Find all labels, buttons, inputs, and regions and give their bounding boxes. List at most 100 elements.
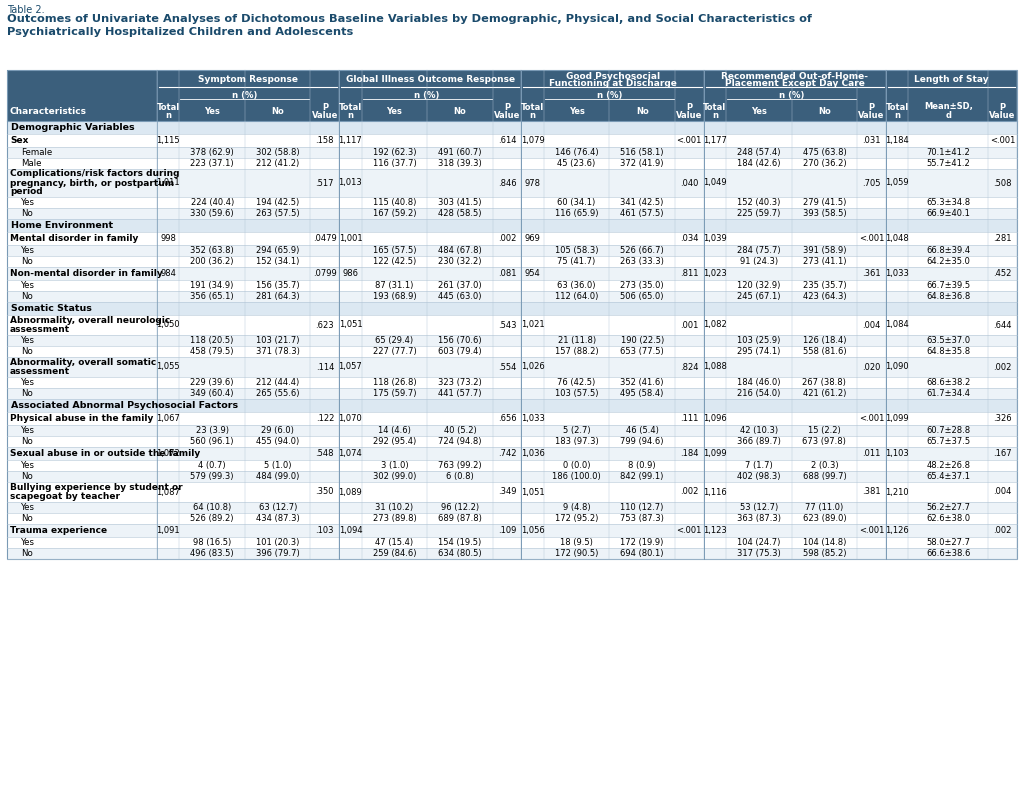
Text: 146 (76.4): 146 (76.4) — [555, 148, 598, 157]
Text: 6 (0.8): 6 (0.8) — [446, 472, 474, 481]
Text: 15 (2.2): 15 (2.2) — [808, 426, 841, 435]
Text: 496 (83.5): 496 (83.5) — [190, 549, 233, 558]
Text: 103 (21.7): 103 (21.7) — [256, 336, 299, 345]
Text: 172 (19.9): 172 (19.9) — [621, 538, 664, 547]
Text: 1,051: 1,051 — [521, 488, 545, 496]
Text: 1,050: 1,050 — [157, 321, 180, 330]
Text: 378 (62.9): 378 (62.9) — [190, 148, 234, 157]
Text: 689 (87.8): 689 (87.8) — [438, 514, 482, 523]
Text: 245 (67.1): 245 (67.1) — [737, 292, 780, 301]
Text: 1,056: 1,056 — [521, 526, 545, 535]
Text: .114: .114 — [315, 362, 334, 372]
Text: 1,099: 1,099 — [886, 414, 909, 423]
Text: 1,115: 1,115 — [157, 136, 180, 145]
Text: 56.2±27.7: 56.2±27.7 — [927, 503, 971, 512]
Text: 76 (42.5): 76 (42.5) — [557, 378, 596, 387]
Text: P: P — [868, 102, 874, 112]
Text: Somatic Status: Somatic Status — [11, 304, 92, 313]
Text: 1,072: 1,072 — [157, 449, 180, 458]
Text: Complications/risk factors during: Complications/risk factors during — [10, 169, 179, 179]
Text: 484 (99.0): 484 (99.0) — [256, 472, 299, 481]
Text: .281: .281 — [993, 234, 1012, 243]
Text: .350: .350 — [315, 488, 334, 496]
Text: .517: .517 — [315, 179, 334, 188]
Text: 1,074: 1,074 — [339, 449, 362, 458]
Text: <.001: <.001 — [859, 526, 884, 535]
Text: 1,021: 1,021 — [521, 321, 545, 330]
Text: No: No — [454, 106, 466, 116]
Text: 224 (40.4): 224 (40.4) — [190, 198, 233, 207]
Text: Total: Total — [703, 102, 726, 112]
Text: 263 (57.5): 263 (57.5) — [256, 209, 299, 218]
Text: 186 (100.0): 186 (100.0) — [552, 472, 601, 481]
Text: 87 (31.1): 87 (31.1) — [375, 281, 414, 290]
Text: 317 (75.3): 317 (75.3) — [737, 549, 780, 558]
Text: 156 (70.6): 156 (70.6) — [438, 336, 481, 345]
Text: 495 (58.4): 495 (58.4) — [621, 389, 664, 398]
Text: 302 (99.0): 302 (99.0) — [373, 472, 416, 481]
Text: No: No — [636, 106, 648, 116]
Text: 120 (32.9): 120 (32.9) — [737, 281, 780, 290]
Text: P: P — [322, 102, 328, 112]
Text: 63 (36.0): 63 (36.0) — [557, 281, 596, 290]
Text: Characteristics: Characteristics — [10, 106, 87, 116]
Text: 3 (1.0): 3 (1.0) — [381, 461, 409, 470]
Text: .361: .361 — [862, 269, 881, 278]
Text: Yes: Yes — [22, 538, 35, 547]
Text: .846: .846 — [498, 179, 516, 188]
Text: 175 (59.7): 175 (59.7) — [373, 389, 416, 398]
Text: 152 (34.1): 152 (34.1) — [256, 257, 299, 266]
Text: 259 (84.6): 259 (84.6) — [373, 549, 416, 558]
Text: Yes: Yes — [22, 246, 35, 255]
Text: Male: Male — [22, 159, 42, 168]
Text: .001: .001 — [680, 321, 698, 330]
Text: 66.9±40.1: 66.9±40.1 — [927, 209, 970, 218]
Text: 118 (26.8): 118 (26.8) — [373, 378, 416, 387]
Text: 598 (85.2): 598 (85.2) — [803, 549, 846, 558]
Text: 0 (0.0): 0 (0.0) — [563, 461, 591, 470]
Text: <.001: <.001 — [677, 136, 702, 145]
Text: 1,089: 1,089 — [339, 488, 362, 496]
Text: 5 (1.0): 5 (1.0) — [264, 461, 292, 470]
Text: 267 (38.8): 267 (38.8) — [803, 378, 846, 387]
Text: scapegoat by teacher: scapegoat by teacher — [10, 492, 120, 501]
Text: 60.7±28.8: 60.7±28.8 — [926, 426, 971, 435]
Text: 363 (87.3): 363 (87.3) — [737, 514, 781, 523]
Text: .011: .011 — [862, 449, 881, 458]
Text: 560 (96.1): 560 (96.1) — [190, 437, 233, 446]
Bar — [7, 346, 1017, 357]
Text: 1,096: 1,096 — [703, 414, 727, 423]
Text: 1,087: 1,087 — [157, 488, 180, 496]
Text: Yes: Yes — [22, 198, 35, 207]
Text: 273 (35.0): 273 (35.0) — [621, 281, 664, 290]
Text: 193 (68.9): 193 (68.9) — [373, 292, 416, 301]
Text: 1,001: 1,001 — [339, 234, 362, 243]
Text: Yes: Yes — [22, 503, 35, 512]
Text: Total: Total — [886, 102, 908, 112]
Text: 115 (40.8): 115 (40.8) — [373, 198, 416, 207]
Text: 63 (12.7): 63 (12.7) — [258, 503, 297, 512]
Text: 458 (79.5): 458 (79.5) — [190, 347, 233, 356]
Text: 673 (97.8): 673 (97.8) — [803, 437, 846, 446]
Text: 229 (39.6): 229 (39.6) — [190, 378, 233, 387]
Text: 352 (41.6): 352 (41.6) — [621, 378, 664, 387]
Text: No: No — [22, 292, 33, 301]
Text: .158: .158 — [315, 136, 334, 145]
Text: 688 (99.7): 688 (99.7) — [803, 472, 846, 481]
Text: Sex: Sex — [10, 136, 29, 145]
Text: 1,026: 1,026 — [521, 362, 545, 372]
Text: Global Illness Outcome Response: Global Illness Outcome Response — [346, 76, 515, 85]
Bar — [7, 399, 1017, 412]
Text: 122 (42.5): 122 (42.5) — [373, 257, 416, 266]
Bar — [7, 388, 1017, 399]
Text: Home Environment: Home Environment — [11, 221, 113, 230]
Text: 1,090: 1,090 — [886, 362, 909, 372]
Text: 98 (16.5): 98 (16.5) — [193, 538, 231, 547]
Text: Yes: Yes — [204, 106, 220, 116]
Text: 64 (10.8): 64 (10.8) — [193, 503, 231, 512]
Text: 110 (12.7): 110 (12.7) — [621, 503, 664, 512]
Text: 261 (37.0): 261 (37.0) — [438, 281, 481, 290]
Bar — [7, 121, 1017, 134]
Text: 70.1±41.2: 70.1±41.2 — [927, 148, 970, 157]
Text: 103 (57.5): 103 (57.5) — [555, 389, 598, 398]
